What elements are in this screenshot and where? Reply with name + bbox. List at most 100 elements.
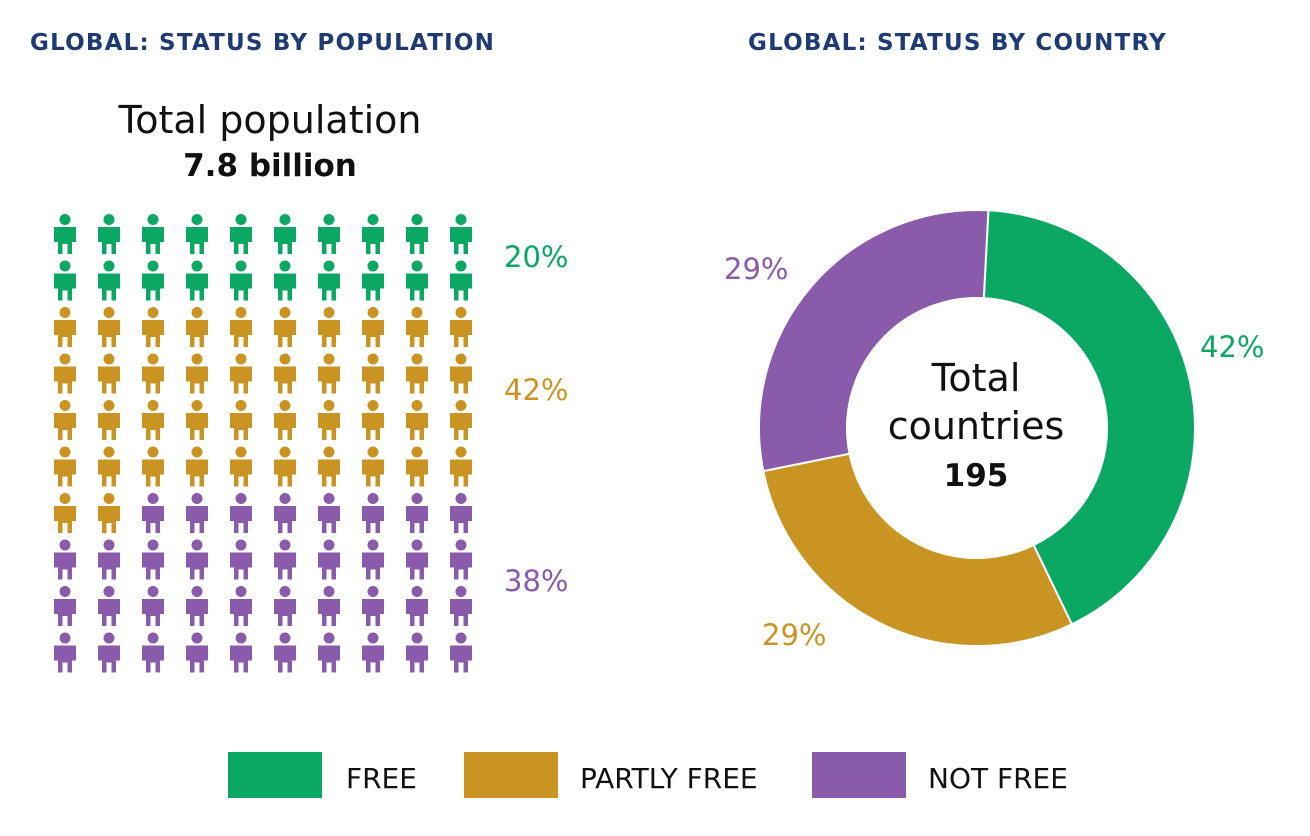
person-icon: [230, 400, 252, 440]
donut-center-label-line1: Total: [931, 356, 1021, 400]
person-icon: [362, 307, 384, 347]
person-icon: [406, 400, 428, 440]
person-icon: [54, 353, 76, 394]
donut-slice-free: [982, 209, 1196, 626]
population-free-percent: 20%: [504, 240, 569, 274]
person-icon: [274, 446, 296, 487]
donut-slice-not-free: [758, 209, 990, 473]
person-icon: [274, 307, 296, 347]
person-icon: [406, 632, 428, 673]
population-chart-title: GLOBAL: STATUS BY POPULATION: [30, 30, 496, 56]
person-icon: [274, 400, 296, 440]
person-icon: [274, 353, 296, 394]
person-icon: [362, 446, 384, 487]
person-icon: [98, 539, 120, 580]
person-icon: [142, 353, 164, 394]
person-icon: [450, 446, 472, 487]
person-icon: [450, 214, 472, 254]
person-icon: [450, 260, 472, 301]
legend-label-partly-free: PARTLY FREE: [580, 762, 758, 795]
person-icon: [98, 214, 120, 254]
person-icon: [54, 260, 76, 301]
person-icon: [186, 400, 208, 440]
person-icon: [142, 400, 164, 440]
population-not-free-percent: 38%: [504, 564, 569, 598]
person-icon: [54, 446, 76, 487]
person-icon: [230, 632, 252, 673]
donut-not-free-percent: 29%: [724, 252, 789, 286]
person-icon: [406, 446, 428, 487]
person-icon: [98, 400, 120, 440]
person-icon: [362, 586, 384, 626]
donut-center-label-line2: countries: [887, 404, 1065, 448]
person-icon: [230, 260, 252, 301]
person-icon: [450, 307, 472, 347]
person-icon: [54, 632, 76, 673]
population-partly-free-percent: 42%: [504, 373, 569, 407]
person-icon: [362, 260, 384, 301]
person-icon: [362, 400, 384, 440]
person-icon: [142, 307, 164, 347]
person-icon: [450, 586, 472, 626]
person-icon: [54, 539, 76, 580]
person-icon: [142, 539, 164, 580]
person-icon: [230, 446, 252, 487]
person-icon: [98, 493, 120, 533]
person-icon: [406, 214, 428, 254]
person-icon: [406, 307, 428, 347]
person-icon: [230, 586, 252, 626]
country-chart-title: GLOBAL: STATUS BY COUNTRY: [748, 30, 1167, 56]
donut-partly-free-percent: 29%: [762, 618, 827, 652]
person-icon: [142, 260, 164, 301]
person-icon: [318, 400, 340, 440]
person-icon: [274, 632, 296, 673]
person-icon: [186, 214, 208, 254]
person-icon: [362, 353, 384, 394]
donut-free-percent: 42%: [1200, 330, 1265, 364]
person-icon: [98, 307, 120, 347]
person-icon: [274, 493, 296, 533]
person-icon: [186, 539, 208, 580]
legend-swatch-free: [228, 752, 322, 798]
person-icon: [54, 214, 76, 254]
person-icon: [230, 493, 252, 533]
person-icon: [318, 214, 340, 254]
person-icon: [98, 353, 120, 394]
person-icon: [98, 446, 120, 487]
person-icon: [406, 586, 428, 626]
person-icon: [230, 307, 252, 347]
person-icon: [98, 260, 120, 301]
person-icon: [450, 539, 472, 580]
donut-slice-partly-free: [762, 452, 1074, 647]
person-icon: [318, 493, 340, 533]
person-icon: [186, 632, 208, 673]
person-icon: [450, 632, 472, 673]
person-icon: [142, 446, 164, 487]
person-icon: [406, 493, 428, 533]
person-icon: [318, 446, 340, 487]
person-icon: [230, 539, 252, 580]
person-icon: [98, 632, 120, 673]
person-icon: [450, 353, 472, 394]
legend-label-free: FREE: [346, 762, 417, 795]
person-icon: [142, 586, 164, 626]
person-icon: [318, 586, 340, 626]
donut-center-value: 195: [943, 458, 1009, 494]
person-icon: [406, 260, 428, 301]
person-icon: [318, 632, 340, 673]
person-icon: [362, 214, 384, 254]
person-icon: [362, 493, 384, 533]
legend-swatch-not-free: [812, 752, 906, 798]
person-icon: [318, 307, 340, 347]
person-icon: [362, 632, 384, 673]
person-icon: [406, 539, 428, 580]
person-icon: [406, 353, 428, 394]
person-icon: [362, 539, 384, 580]
person-icon: [274, 586, 296, 626]
person-icon: [318, 539, 340, 580]
person-icon: [318, 260, 340, 301]
person-icon: [186, 260, 208, 301]
person-icon: [186, 446, 208, 487]
person-icon: [186, 586, 208, 626]
person-icon: [230, 353, 252, 394]
